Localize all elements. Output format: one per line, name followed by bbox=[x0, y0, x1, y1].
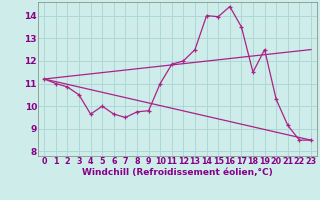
X-axis label: Windchill (Refroidissement éolien,°C): Windchill (Refroidissement éolien,°C) bbox=[82, 168, 273, 177]
